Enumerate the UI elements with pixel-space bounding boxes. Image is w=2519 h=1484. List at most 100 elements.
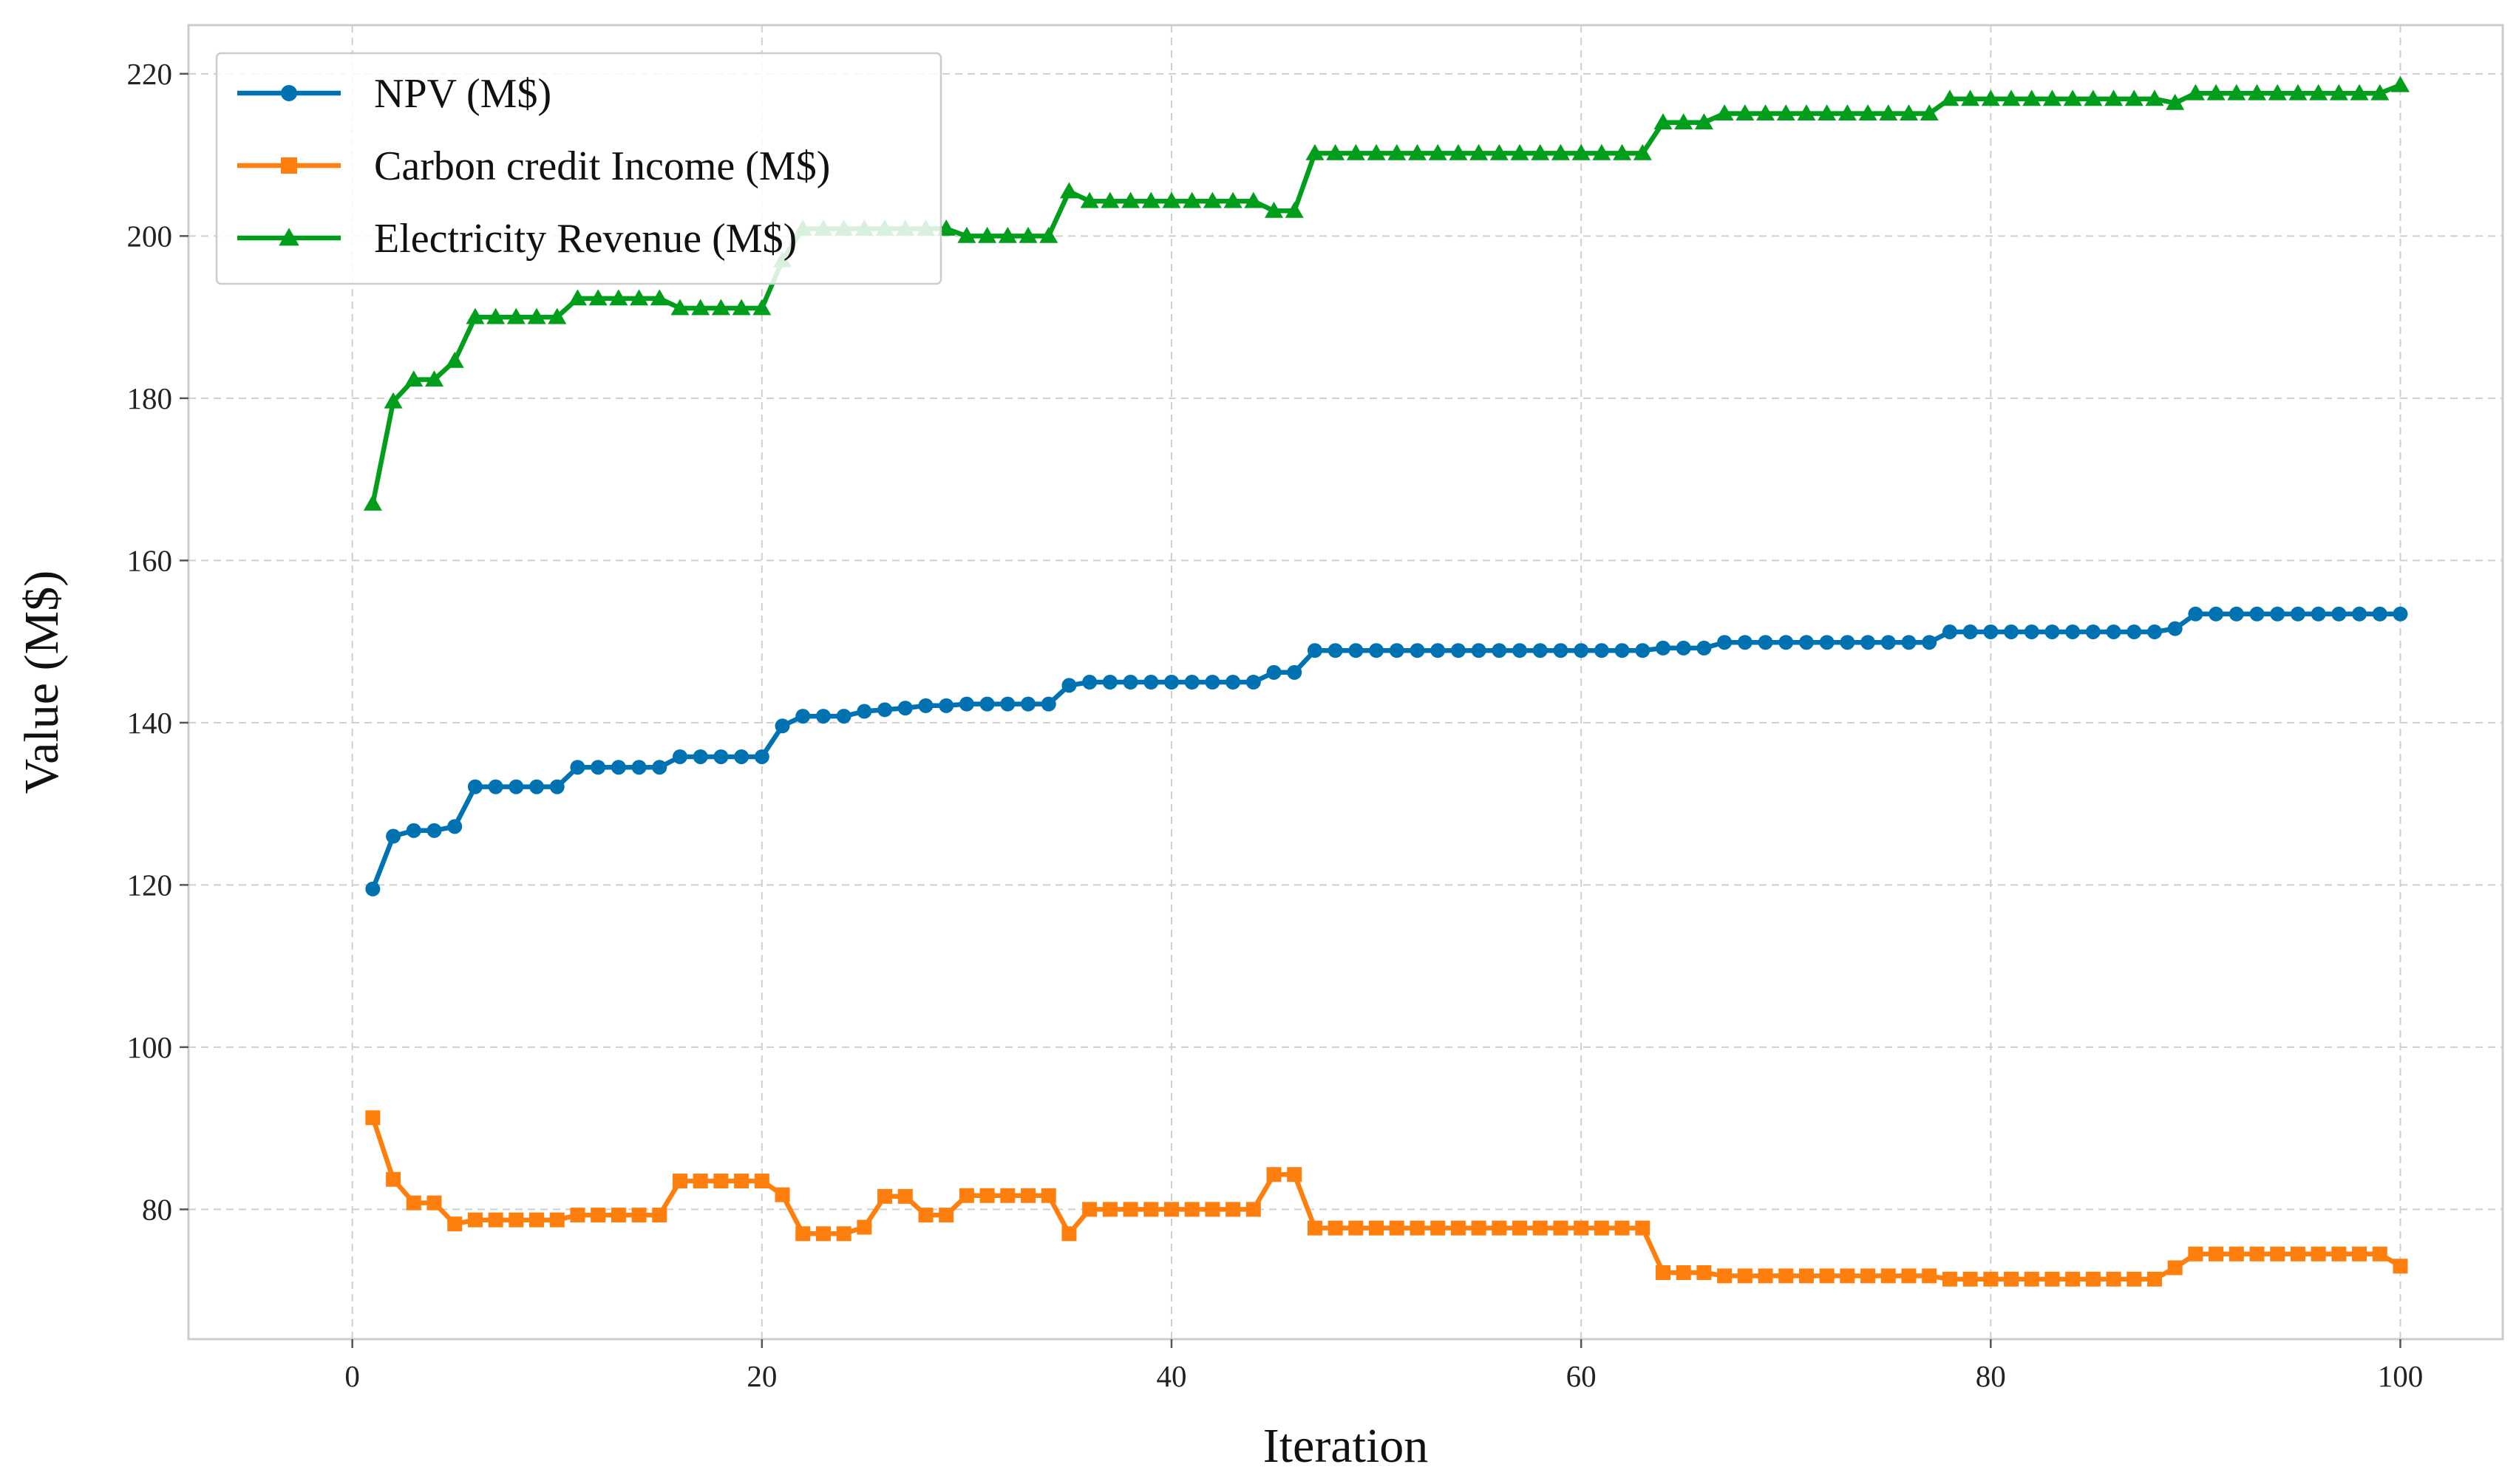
series-carbon-credit (365, 1110, 2408, 1287)
electricity-revenue-point (2166, 93, 2185, 110)
electricity-revenue-point (1141, 191, 1160, 208)
carbon-credit-point (713, 1173, 729, 1188)
carbon-credit-point (1574, 1220, 1589, 1236)
carbon-credit-point (1082, 1202, 1098, 1217)
npv-point (815, 709, 831, 724)
npv-point (591, 760, 606, 775)
y-axis-title: Value (M$) (15, 571, 69, 794)
electricity-revenue-point (1387, 143, 1407, 160)
npv-point (365, 881, 381, 896)
legend-item-electricity-revenue: Electricity Revenue (M$) (237, 216, 797, 262)
electricity-revenue-point (1080, 191, 1099, 208)
carbon-credit-point (1901, 1268, 1917, 1284)
carbon-credit-point (979, 1188, 995, 1203)
npv-point (1430, 643, 1446, 658)
electricity-revenue-point (548, 307, 567, 324)
carbon-credit-point (1410, 1220, 1425, 1236)
npv-point (2331, 606, 2347, 622)
carbon-credit-point (1225, 1202, 1241, 1217)
electricity-revenue-point (2084, 89, 2103, 106)
carbon-credit-point (897, 1188, 913, 1204)
electricity-revenue-point (2042, 89, 2061, 106)
npv-point (1082, 675, 1098, 690)
electricity-revenue-point (2022, 89, 2042, 106)
npv-point (1553, 643, 1568, 658)
carbon-credit-point (1369, 1220, 1384, 1236)
carbon-credit-point (2106, 1271, 2121, 1287)
npv-point (386, 828, 401, 844)
electricity-revenue-point (1510, 143, 1529, 160)
npv-point (1983, 624, 1999, 639)
npv-point (1901, 635, 1917, 650)
electricity-revenue-point (1797, 104, 1816, 121)
electricity-revenue-point (1633, 143, 1652, 160)
carbon-credit-point (2146, 1271, 2162, 1287)
carbon-credit-point (2290, 1246, 2305, 1262)
carbon-credit-point (1000, 1188, 1016, 1203)
electricity-revenue-point (978, 226, 997, 243)
carbon-credit-point (1492, 1220, 1507, 1236)
npv-point (1307, 643, 1322, 658)
electricity-revenue-point (1653, 113, 1673, 130)
npv-point (467, 779, 483, 794)
npv-point (897, 701, 913, 716)
electricity-revenue-point (1818, 104, 1837, 121)
npv-point (2085, 624, 2101, 639)
electricity-revenue-point (1223, 191, 1242, 208)
npv-point (1000, 696, 1016, 712)
x-tick-label: 0 (344, 1359, 360, 1393)
carbon-credit-point (1778, 1268, 1794, 1284)
carbon-credit-point (2311, 1246, 2326, 1262)
electricity-revenue-point (1162, 191, 1181, 208)
carbon-credit-point (611, 1208, 626, 1223)
carbon-credit-point (672, 1173, 687, 1188)
electricity-revenue-point (2309, 84, 2328, 101)
carbon-credit-point (1307, 1220, 1322, 1236)
electricity-revenue-point (506, 307, 526, 324)
npv-point (1614, 643, 1630, 658)
carbon-credit-point (1758, 1268, 1773, 1284)
electricity-revenue-point (1203, 191, 1222, 208)
npv-point (2127, 624, 2142, 639)
npv-point (1287, 664, 1302, 680)
electricity-revenue-point (2104, 89, 2124, 106)
electricity-revenue-point (1736, 104, 1755, 121)
carbon-credit-point (918, 1208, 934, 1223)
carbon-credit-point (1389, 1220, 1404, 1236)
carbon-credit-point (2331, 1246, 2347, 1262)
series-layer (363, 75, 2410, 1287)
electricity-revenue-point (363, 494, 382, 511)
carbon-credit-point (447, 1216, 463, 1232)
npv-point (979, 696, 995, 712)
legend-marker-npv (281, 85, 297, 101)
npv-point (2004, 624, 2019, 639)
npv-point (1061, 678, 1077, 693)
electricity-revenue-point (957, 226, 976, 243)
npv-point (2024, 624, 2039, 639)
npv-point (611, 760, 626, 775)
x-tick-label: 20 (747, 1359, 777, 1393)
npv-point (672, 749, 687, 764)
electricity-revenue-point (1551, 143, 1570, 160)
electricity-revenue-point (2227, 84, 2246, 101)
electricity-revenue-point (1961, 89, 1980, 106)
npv-point (529, 779, 545, 794)
npv-point (2352, 606, 2367, 622)
carbon-credit-point (1245, 1202, 1261, 1217)
npv-point (549, 779, 565, 794)
electricity-revenue-point (1489, 143, 1509, 160)
electricity-revenue-point (1940, 89, 1959, 106)
npv-point (959, 696, 974, 712)
carbon-credit-point (1430, 1220, 1446, 1236)
electricity-revenue-point (1756, 104, 1775, 121)
carbon-credit-point (406, 1195, 421, 1211)
electricity-revenue-point (1101, 191, 1120, 208)
carbon-credit-point (1696, 1265, 1712, 1281)
carbon-credit-point (1532, 1220, 1548, 1236)
npv-point (2188, 606, 2203, 622)
npv-point (1594, 643, 1609, 658)
carbon-credit-point (1737, 1268, 1753, 1284)
electricity-revenue-point (1531, 143, 1550, 160)
electricity-revenue-point (711, 299, 730, 316)
electricity-revenue-point (1183, 191, 1202, 208)
